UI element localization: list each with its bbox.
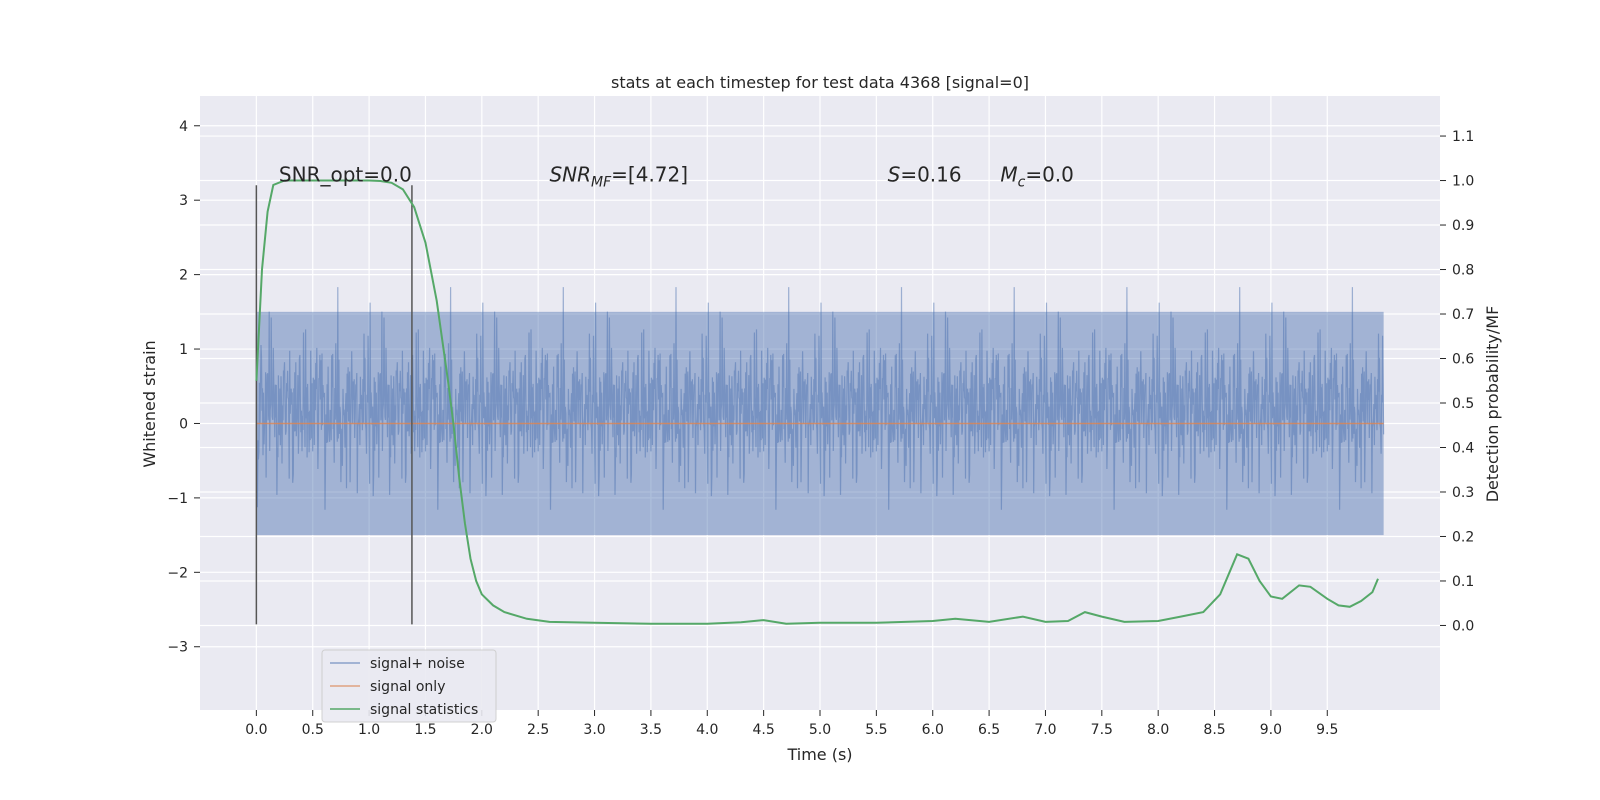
x-tick-label: 6.0 bbox=[922, 722, 944, 738]
y-right-tick-label: 0.0 bbox=[1452, 618, 1474, 634]
x-tick-label: 9.5 bbox=[1316, 722, 1338, 738]
y-left-tick-label: 1 bbox=[179, 342, 188, 358]
annotation-mc: Mc=0.0 bbox=[1000, 163, 1074, 191]
x-tick-label: 7.0 bbox=[1034, 722, 1056, 738]
y-right-axis-label: Detection probability/MF bbox=[1483, 306, 1502, 503]
y-right-tick-label: 0.6 bbox=[1452, 352, 1474, 368]
x-axis-ticks: 0.0 0.5 1.0 1.5 2.0 2.5 3.0 3.5 4.0 4.5 5.0 5.5 6.0 6… bbox=[245, 710, 1338, 738]
y-left-tick-label: 4 bbox=[179, 119, 188, 135]
x-tick-label: 4.5 bbox=[753, 722, 775, 738]
legend-label-signal-noise: signal+ noise bbox=[370, 656, 465, 672]
annotation-snr-opt: SNR_opt=0.0 bbox=[279, 163, 412, 187]
y-right-tick-label: 1.1 bbox=[1452, 129, 1474, 145]
x-tick-label: 4.0 bbox=[696, 722, 718, 738]
y-right-tick-label: 0.3 bbox=[1452, 485, 1474, 501]
x-tick-label: 1.5 bbox=[414, 722, 436, 738]
x-tick-label: 3.0 bbox=[583, 722, 605, 738]
x-tick-label: 5.0 bbox=[809, 722, 831, 738]
y-right-tick-label: 0.8 bbox=[1452, 263, 1474, 279]
noise-trace bbox=[255, 287, 1385, 510]
y-left-tick-label: 3 bbox=[179, 193, 188, 209]
y-left-tick-label: 0 bbox=[179, 416, 188, 432]
x-tick-label: 0.0 bbox=[245, 722, 267, 738]
x-tick-label: 0.5 bbox=[302, 722, 324, 738]
y-right-axis-ticks: 0.0 0.1 0.2 0.3 0.4 0.5 0.6 0.7 0.8 0.9 1.0 1.1 bbox=[1440, 129, 1474, 634]
y-left-axis-ticks: −3 −2 −1 0 1 2 3 4 bbox=[167, 119, 200, 656]
annotation-snr-mf: SNRMF=[4.72] bbox=[549, 163, 688, 191]
x-axis-label: Time (s) bbox=[786, 745, 852, 764]
y-left-axis-label: Whitened strain bbox=[140, 340, 159, 467]
annotation-s: S=0.16 bbox=[888, 163, 962, 187]
x-tick-label: 5.5 bbox=[865, 722, 887, 738]
series-signal-statistics bbox=[255, 179, 1379, 625]
signal-statistics-line bbox=[255, 179, 1379, 625]
y-right-tick-label: 0.1 bbox=[1452, 574, 1474, 590]
y-left-tick-label: −3 bbox=[167, 640, 188, 656]
x-tick-label: 1.0 bbox=[358, 722, 380, 738]
x-tick-label: 7.5 bbox=[1091, 722, 1113, 738]
y-left-tick-label: −2 bbox=[167, 565, 188, 581]
x-tick-label: 2.5 bbox=[527, 722, 549, 738]
y-right-tick-label: 0.4 bbox=[1452, 440, 1474, 456]
y-right-tick-label: 1.0 bbox=[1452, 174, 1474, 190]
x-tick-label: 6.5 bbox=[978, 722, 1000, 738]
chart-title: stats at each timestep for test data 436… bbox=[611, 73, 1029, 92]
x-tick-label: 2.0 bbox=[471, 722, 493, 738]
y-right-tick-label: 0.5 bbox=[1452, 396, 1474, 412]
x-tick-label: 3.5 bbox=[640, 722, 662, 738]
y-right-tick-label: 0.9 bbox=[1452, 218, 1474, 234]
x-tick-label: 9.0 bbox=[1260, 722, 1282, 738]
legend-label-signal-only: signal only bbox=[370, 679, 445, 695]
y-left-tick-label: −1 bbox=[167, 491, 188, 507]
legend-label-signal-statistics: signal statistics bbox=[370, 702, 478, 718]
vertical-markers bbox=[255, 185, 413, 625]
y-right-tick-label: 0.7 bbox=[1452, 307, 1474, 323]
x-tick-label: 8.5 bbox=[1203, 722, 1225, 738]
legend: signal+ noise signal only signal statist… bbox=[321, 649, 497, 723]
series-signal-noise bbox=[255, 287, 1385, 536]
legend-box bbox=[321, 649, 497, 723]
y-left-tick-label: 2 bbox=[179, 268, 188, 284]
x-tick-label: 8.0 bbox=[1147, 722, 1169, 738]
y-right-tick-label: 0.2 bbox=[1452, 529, 1474, 545]
